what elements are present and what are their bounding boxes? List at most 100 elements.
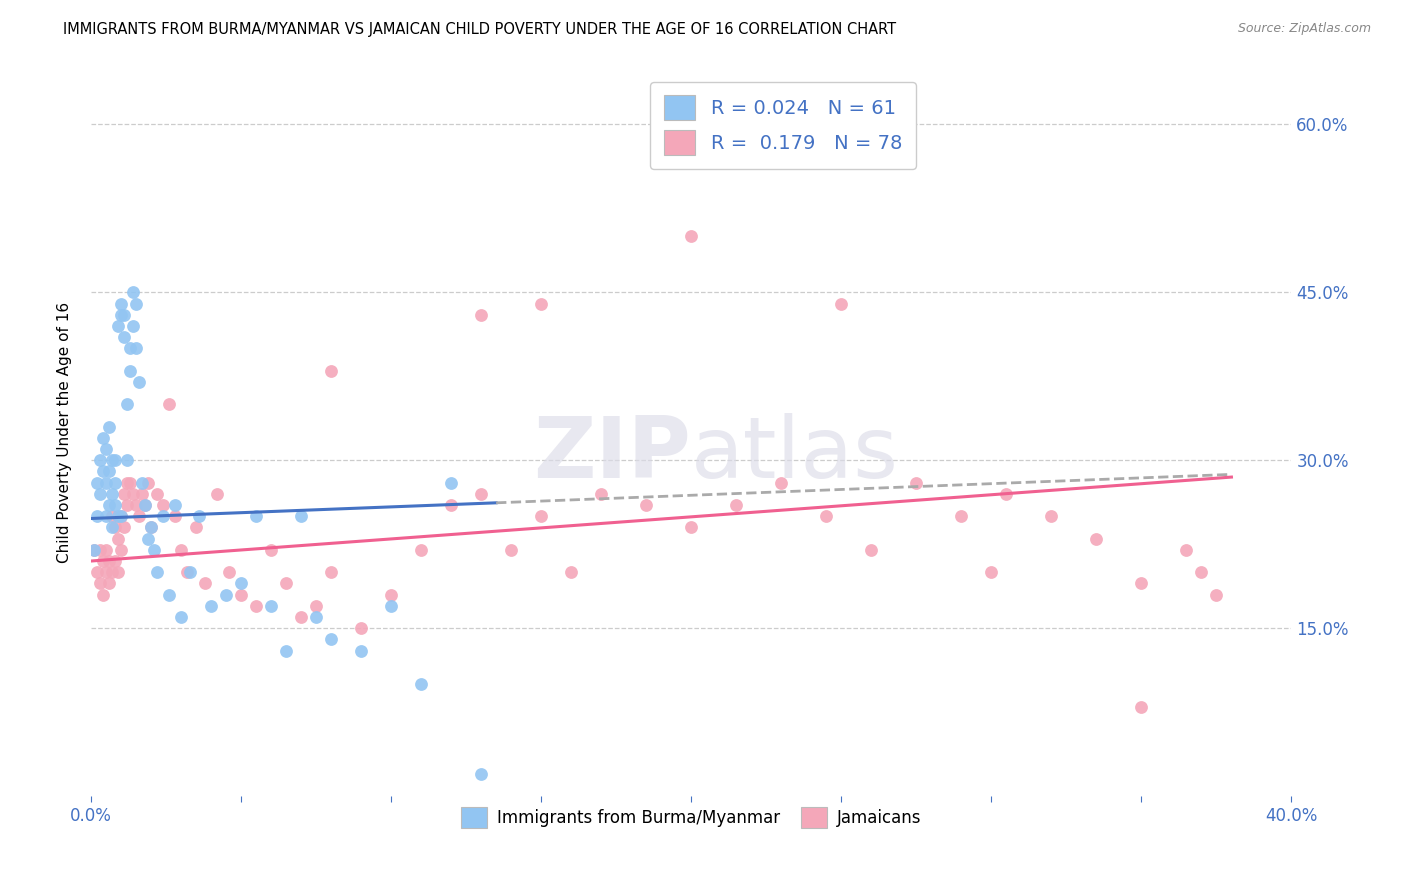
Point	[122, 285, 145, 300]
Point	[157, 588, 180, 602]
Point	[815, 509, 838, 524]
Point	[170, 542, 193, 557]
Point	[380, 599, 402, 613]
Point	[97, 554, 120, 568]
Point	[139, 520, 162, 534]
Point	[91, 431, 114, 445]
Point	[1189, 566, 1212, 580]
Point	[1130, 699, 1153, 714]
Point	[101, 509, 124, 524]
Point	[440, 498, 463, 512]
Point	[83, 542, 105, 557]
Point	[134, 498, 156, 512]
Point	[104, 498, 127, 512]
Point	[94, 442, 117, 456]
Point	[1205, 588, 1227, 602]
Point	[274, 576, 297, 591]
Point	[136, 532, 159, 546]
Point	[125, 498, 148, 512]
Point	[350, 621, 373, 635]
Point	[89, 453, 111, 467]
Point	[305, 599, 328, 613]
Point	[134, 498, 156, 512]
Point	[725, 498, 748, 512]
Point	[89, 542, 111, 557]
Point	[115, 475, 138, 490]
Point	[305, 610, 328, 624]
Point	[107, 566, 129, 580]
Point	[110, 542, 132, 557]
Point	[107, 318, 129, 333]
Point	[104, 520, 127, 534]
Point	[143, 542, 166, 557]
Point	[110, 296, 132, 310]
Point	[319, 364, 342, 378]
Point	[139, 520, 162, 534]
Point	[110, 509, 132, 524]
Point	[770, 475, 793, 490]
Point	[176, 566, 198, 580]
Point	[91, 588, 114, 602]
Point	[179, 566, 201, 580]
Point	[146, 487, 169, 501]
Point	[157, 397, 180, 411]
Point	[409, 542, 432, 557]
Point	[112, 308, 135, 322]
Point	[905, 475, 928, 490]
Point	[110, 308, 132, 322]
Point	[128, 375, 150, 389]
Point	[97, 419, 120, 434]
Legend: Immigrants from Burma/Myanmar, Jamaicans: Immigrants from Burma/Myanmar, Jamaicans	[454, 800, 928, 835]
Point	[91, 554, 114, 568]
Point	[350, 643, 373, 657]
Y-axis label: Child Poverty Under the Age of 16: Child Poverty Under the Age of 16	[58, 301, 72, 563]
Text: IMMIGRANTS FROM BURMA/MYANMAR VS JAMAICAN CHILD POVERTY UNDER THE AGE OF 16 CORR: IMMIGRANTS FROM BURMA/MYANMAR VS JAMAICA…	[63, 22, 897, 37]
Point	[636, 498, 658, 512]
Point	[290, 610, 312, 624]
Point	[319, 566, 342, 580]
Point	[245, 509, 267, 524]
Point	[94, 509, 117, 524]
Point	[319, 632, 342, 647]
Point	[86, 475, 108, 490]
Point	[163, 509, 186, 524]
Point	[163, 498, 186, 512]
Point	[97, 576, 120, 591]
Point	[115, 453, 138, 467]
Point	[860, 542, 883, 557]
Point	[89, 487, 111, 501]
Point	[215, 588, 238, 602]
Point	[107, 532, 129, 546]
Point	[205, 487, 228, 501]
Point	[97, 465, 120, 479]
Point	[101, 453, 124, 467]
Point	[530, 509, 553, 524]
Point	[950, 509, 973, 524]
Point	[118, 364, 141, 378]
Point	[591, 487, 613, 501]
Point	[229, 588, 252, 602]
Point	[470, 308, 492, 322]
Point	[152, 498, 174, 512]
Point	[290, 509, 312, 524]
Point	[995, 487, 1018, 501]
Point	[122, 318, 145, 333]
Point	[89, 576, 111, 591]
Point	[260, 599, 283, 613]
Point	[110, 509, 132, 524]
Point	[101, 487, 124, 501]
Point	[94, 475, 117, 490]
Point	[170, 610, 193, 624]
Point	[470, 766, 492, 780]
Point	[83, 542, 105, 557]
Point	[131, 475, 153, 490]
Text: Source: ZipAtlas.com: Source: ZipAtlas.com	[1237, 22, 1371, 36]
Point	[681, 229, 703, 244]
Point	[409, 677, 432, 691]
Point	[104, 554, 127, 568]
Point	[125, 342, 148, 356]
Point	[1130, 576, 1153, 591]
Point	[107, 509, 129, 524]
Point	[830, 296, 852, 310]
Point	[200, 599, 222, 613]
